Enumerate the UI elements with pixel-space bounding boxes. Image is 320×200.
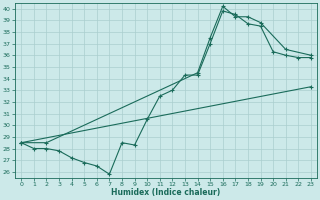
X-axis label: Humidex (Indice chaleur): Humidex (Indice chaleur) (111, 188, 221, 197)
